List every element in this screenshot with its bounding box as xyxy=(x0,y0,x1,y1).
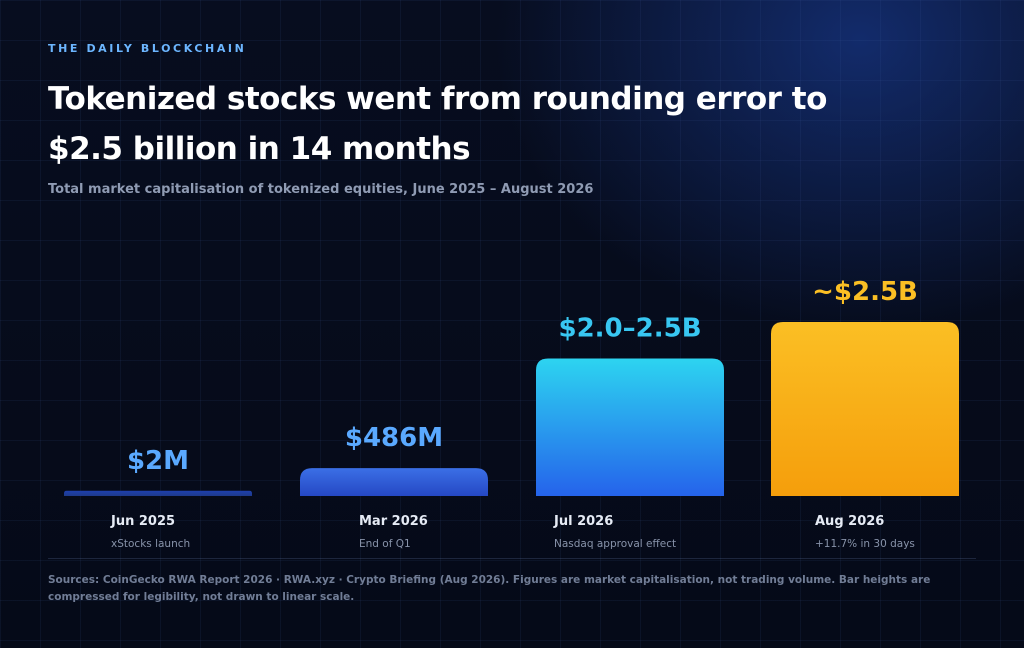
category-label: Mar 2026 xyxy=(359,514,428,529)
data-label: $486M xyxy=(345,423,443,453)
category-note: Nasdaq approval effect xyxy=(554,538,676,550)
labels-layer: $2M Jun 2025 xStocks launch $486M Mar 2026 En… xyxy=(110,277,918,550)
data-label: ~$2.5B xyxy=(812,277,918,307)
footer-divider xyxy=(48,558,976,559)
bar-jun-2025 xyxy=(64,490,252,496)
bar-mar-2026 xyxy=(300,468,488,496)
publication-name: THE DAILY BLOCKCHAIN xyxy=(48,42,247,55)
category-label: Jul 2026 xyxy=(553,514,613,529)
data-label: $2.0–2.5B xyxy=(558,314,701,344)
bar-aug-2026 xyxy=(771,322,959,496)
category-label: Aug 2026 xyxy=(815,514,884,529)
headline: Tokenized stocks went from rounding erro… xyxy=(48,74,868,174)
category-note: +11.7% in 30 days xyxy=(815,538,915,550)
category-note: End of Q1 xyxy=(359,538,411,550)
headline-line-1: Tokenized stocks went from rounding erro… xyxy=(48,81,827,117)
bar-jul-2026 xyxy=(536,358,724,496)
sources-note: Sources: CoinGecko RWA Report 2026 · RWA… xyxy=(48,574,931,603)
category-note: xStocks launch xyxy=(111,538,190,550)
category-label: Jun 2025 xyxy=(110,514,175,529)
chart-subtitle: Total market capitalisation of tokenized… xyxy=(48,182,594,197)
headline-line-2: $2.5 billion in 14 months xyxy=(48,131,471,167)
data-label: $2M xyxy=(127,446,189,476)
bars-layer xyxy=(64,322,959,496)
